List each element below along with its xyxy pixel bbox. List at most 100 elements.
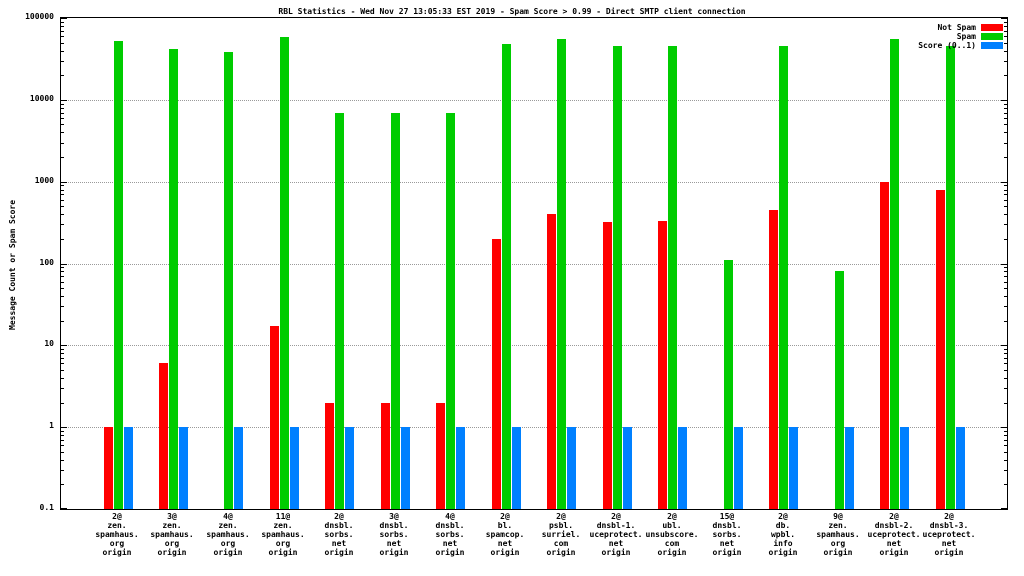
y-major-tick: [1001, 345, 1007, 347]
y-minor-tick: [61, 369, 64, 371]
bar-not-spam: [769, 210, 778, 509]
gridline: [61, 345, 1007, 347]
bar-score-0-1: [789, 427, 798, 509]
y-minor-tick: [1004, 50, 1007, 52]
y-minor-tick: [61, 349, 64, 351]
y-minor-tick: [1004, 60, 1007, 62]
y-minor-tick: [61, 189, 64, 191]
x-tick-label: 2@ dnsbl. sorbs. net origin: [324, 512, 354, 557]
x-tick-label: 2@ db. wpbl. info origin: [768, 512, 798, 557]
bar-not-spam: [658, 221, 667, 509]
bar-score-0-1: [623, 427, 632, 509]
y-minor-tick: [61, 288, 64, 290]
y-minor-tick: [1004, 117, 1007, 119]
y-minor-tick: [61, 25, 64, 27]
y-minor-tick: [61, 132, 64, 134]
y-minor-tick: [1004, 25, 1007, 27]
y-major-tick: [61, 427, 67, 429]
y-tick-label: 10: [44, 339, 54, 349]
y-minor-tick: [1004, 353, 1007, 355]
y-minor-tick: [1004, 185, 1007, 187]
legend-label: Score (0..1): [918, 41, 976, 50]
legend-item-score-0-1: Score (0..1): [918, 41, 1003, 50]
y-minor-tick: [1004, 430, 1007, 432]
y-minor-tick: [1004, 238, 1007, 240]
y-major-tick: [1001, 99, 1007, 101]
bar-spam: [502, 44, 511, 509]
y-minor-tick: [61, 377, 64, 379]
bar-score-0-1: [179, 427, 188, 509]
y-major-tick: [61, 99, 67, 101]
y-minor-tick: [61, 388, 64, 390]
y-tick-label: 0.1: [39, 503, 54, 512]
bar-not-spam: [159, 363, 168, 509]
bar-not-spam: [381, 403, 390, 509]
y-minor-tick: [1004, 439, 1007, 441]
y-minor-tick: [61, 42, 64, 44]
y-tick-label: 1: [49, 421, 54, 431]
y-major-tick: [1001, 263, 1007, 265]
x-tick-label: 3@ dnsbl. sorbs. net origin: [379, 512, 409, 557]
bar-spam: [890, 39, 899, 509]
gridline: [61, 181, 1007, 183]
y-minor-tick: [61, 484, 64, 486]
y-minor-tick: [61, 267, 64, 269]
bar-not-spam: [270, 326, 279, 509]
y-minor-tick: [61, 238, 64, 240]
bar-score-0-1: [290, 427, 299, 509]
y-minor-tick: [1004, 306, 1007, 308]
y-minor-tick: [61, 107, 64, 109]
y-tick-label: 10000: [29, 93, 54, 103]
y-minor-tick: [1004, 459, 1007, 461]
y-minor-tick: [1004, 112, 1007, 114]
y-minor-tick: [1004, 189, 1007, 191]
bar-not-spam: [547, 214, 556, 509]
y-minor-tick: [1004, 445, 1007, 447]
y-minor-tick: [61, 363, 64, 365]
y-minor-tick: [61, 469, 64, 471]
y-minor-tick: [1004, 142, 1007, 144]
y-minor-tick: [1004, 469, 1007, 471]
x-tick-label: 9@ zen. spamhaus. org origin: [816, 512, 860, 557]
legend-item-spam: Spam: [918, 33, 1003, 41]
y-minor-tick: [1004, 75, 1007, 77]
x-tick-label: 15@ dnsbl. sorbs. net origin: [712, 512, 742, 557]
gridline: [61, 263, 1007, 265]
bar-not-spam: [104, 427, 113, 509]
y-major-tick: [61, 181, 67, 183]
plot-area: Not Spam Spam Score (0..1): [60, 17, 1008, 510]
y-minor-tick: [61, 451, 64, 453]
y-minor-tick: [1004, 194, 1007, 196]
y-minor-tick: [1004, 103, 1007, 105]
y-minor-tick: [61, 30, 64, 32]
y-minor-tick: [1004, 402, 1007, 404]
bar-score-0-1: [124, 427, 133, 509]
y-minor-tick: [61, 358, 64, 359]
y-minor-tick: [1004, 358, 1007, 359]
y-minor-tick: [1004, 157, 1007, 159]
bar-score-0-1: [956, 427, 965, 509]
bar-score-0-1: [734, 427, 743, 509]
y-minor-tick: [1004, 124, 1007, 126]
y-minor-tick: [1004, 224, 1007, 226]
y-minor-tick: [61, 21, 64, 23]
y-minor-tick: [61, 117, 64, 119]
y-tick-label: 100000: [25, 12, 54, 21]
y-minor-tick: [61, 402, 64, 404]
y-minor-tick: [61, 320, 64, 322]
y-minor-tick: [61, 194, 64, 196]
bar-score-0-1: [845, 427, 854, 509]
x-tick-label: 3@ zen. spamhaus. org origin: [150, 512, 194, 557]
x-tick-label: 11@ zen. spamhaus. org origin: [261, 512, 305, 557]
y-minor-tick: [61, 224, 64, 226]
x-tick-label: 2@ ubl. unsubscore. com origin: [645, 512, 699, 557]
y-minor-tick: [1004, 377, 1007, 379]
bar-spam: [835, 271, 844, 509]
y-minor-tick: [61, 142, 64, 144]
y-minor-tick: [61, 430, 64, 432]
gridline: [61, 99, 1007, 101]
bar-spam: [446, 113, 455, 509]
y-minor-tick: [61, 60, 64, 62]
bar-spam: [114, 41, 123, 509]
bar-score-0-1: [456, 427, 465, 509]
